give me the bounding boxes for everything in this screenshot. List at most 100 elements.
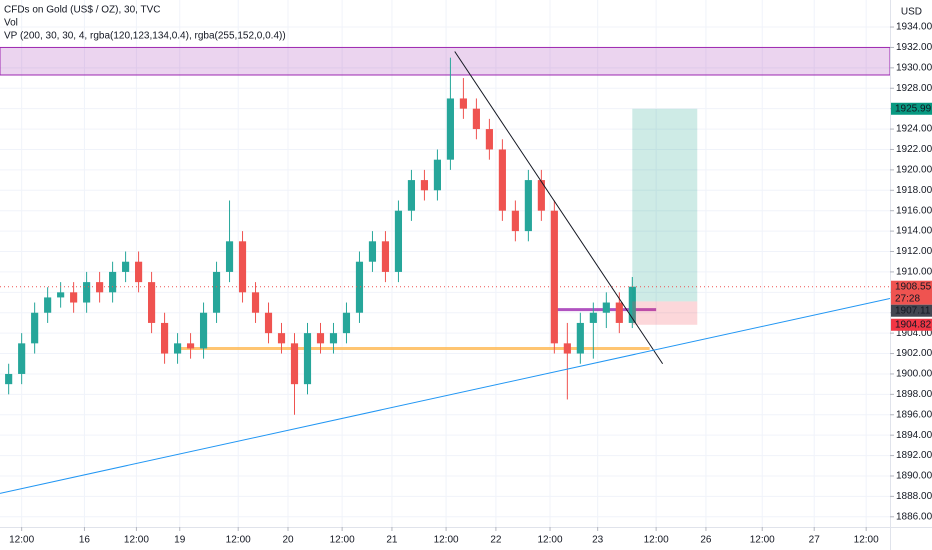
y-tick-label: 1920.00 bbox=[896, 165, 932, 176]
candle-body bbox=[225, 241, 234, 272]
price-tag-label: 1908.55 bbox=[895, 281, 932, 292]
y-tick-label: 1910.00 bbox=[896, 267, 932, 278]
candle-body bbox=[148, 282, 156, 323]
candle-body bbox=[303, 333, 312, 385]
candle-body bbox=[122, 261, 130, 272]
price-tag-label: 1904.82 bbox=[895, 319, 932, 330]
y-tick-label: 1924.00 bbox=[896, 124, 932, 135]
x-tick-label: 12:00 bbox=[750, 535, 775, 546]
candle-body bbox=[238, 241, 247, 293]
candle-body bbox=[96, 282, 104, 293]
y-tick-label: 1934.00 bbox=[896, 22, 932, 33]
candle-body bbox=[511, 210, 519, 232]
y-tick-label: 1916.00 bbox=[896, 205, 932, 216]
candle-body bbox=[446, 98, 454, 160]
candle-body bbox=[109, 271, 117, 293]
candle-body bbox=[433, 159, 441, 191]
candle-body bbox=[83, 282, 91, 303]
x-tick-label: 26 bbox=[700, 535, 712, 546]
y-tick-label: 1928.00 bbox=[896, 83, 932, 94]
price-tag-label: 1907.11 bbox=[895, 305, 931, 316]
y-tick-label: 1914.00 bbox=[896, 226, 932, 237]
trend-line bbox=[454, 51, 664, 365]
candle-body bbox=[316, 333, 325, 344]
y-tick-label: 1886.00 bbox=[896, 511, 932, 522]
y-tick-label: 1890.00 bbox=[896, 471, 932, 482]
candle-body bbox=[290, 343, 299, 385]
candle-body bbox=[485, 129, 493, 150]
candle-body bbox=[70, 292, 78, 303]
price-tag bbox=[891, 280, 932, 305]
candle-body bbox=[31, 312, 39, 344]
x-tick-label: 12:00 bbox=[644, 535, 669, 546]
x-tick-label: 20 bbox=[282, 535, 294, 546]
x-tick-label: 12:00 bbox=[9, 535, 34, 546]
y-tick-label: 1900.00 bbox=[896, 369, 932, 380]
trend-line bbox=[0, 297, 891, 494]
candle-body bbox=[550, 210, 558, 344]
candle-body bbox=[342, 312, 351, 334]
candle-body bbox=[537, 180, 545, 211]
x-tick-label: 12:00 bbox=[854, 535, 879, 546]
candle-body bbox=[161, 322, 169, 354]
x-tick-label: 27 bbox=[809, 535, 821, 546]
x-tick-label: 12:00 bbox=[538, 535, 563, 546]
y-tick-label: 1902.00 bbox=[896, 348, 932, 359]
indicator-legend: VP (200, 30, 30, 4, rgba(120,123,134,0.4… bbox=[4, 31, 286, 42]
candle-body bbox=[563, 343, 571, 354]
x-tick-label: 12:00 bbox=[434, 535, 459, 546]
candle-body bbox=[186, 343, 195, 349]
x-tick-label: 23 bbox=[592, 535, 604, 546]
candle-body bbox=[251, 292, 260, 313]
candle-body bbox=[18, 343, 26, 374]
candle-body bbox=[576, 322, 584, 354]
price-tag-label: 1925.99 bbox=[895, 103, 932, 114]
y-tick-label: 1896.00 bbox=[896, 409, 932, 420]
candle-body bbox=[368, 241, 377, 262]
y-tick-label: 1932.00 bbox=[896, 42, 932, 53]
y-tick-label: 1892.00 bbox=[896, 450, 932, 461]
supply-zone bbox=[0, 46, 891, 76]
position-loss bbox=[632, 301, 698, 325]
candle-body bbox=[329, 333, 338, 344]
y-tick-label: 1930.00 bbox=[896, 62, 932, 73]
candle-body bbox=[524, 180, 532, 232]
x-tick-label: 19 bbox=[174, 535, 186, 546]
candle-body bbox=[615, 302, 623, 323]
candle-body bbox=[420, 180, 429, 191]
candle-body bbox=[602, 302, 610, 313]
y-tick-label: 1912.00 bbox=[896, 246, 932, 257]
candle-body bbox=[459, 98, 467, 109]
currency-label: USD bbox=[901, 7, 922, 18]
candle-body bbox=[472, 108, 480, 130]
candle-body bbox=[407, 180, 416, 211]
y-tick-label: 1904.00 bbox=[896, 328, 932, 339]
candle-body bbox=[212, 271, 221, 313]
candle-body bbox=[355, 261, 364, 313]
candle-body bbox=[199, 312, 208, 349]
x-tick-label: 22 bbox=[490, 535, 502, 546]
candle-body bbox=[277, 333, 286, 344]
y-tick-label: 1894.00 bbox=[896, 430, 932, 441]
x-tick-label: 16 bbox=[79, 535, 91, 546]
price-tag bbox=[891, 318, 932, 331]
candle-body bbox=[628, 286, 636, 323]
countdown-label: 27:28 bbox=[895, 293, 920, 304]
candle-body bbox=[264, 312, 273, 334]
candle-body bbox=[589, 312, 597, 323]
price-tag bbox=[891, 102, 932, 115]
x-tick-label: 12:00 bbox=[226, 535, 251, 546]
position-profit bbox=[632, 108, 698, 302]
candle-body bbox=[57, 292, 65, 298]
y-tick-label: 1918.00 bbox=[896, 185, 932, 196]
candle-body bbox=[5, 373, 13, 385]
symbol-title: CFDs on Gold (US$ / OZ), 30, TVC bbox=[4, 5, 161, 16]
x-tick-label: 12:00 bbox=[330, 535, 355, 546]
candle-body bbox=[394, 210, 403, 272]
candle-body bbox=[498, 149, 506, 211]
candle-body bbox=[381, 241, 390, 272]
y-tick-label: 1898.00 bbox=[896, 389, 932, 400]
y-tick-label: 1888.00 bbox=[896, 491, 932, 502]
